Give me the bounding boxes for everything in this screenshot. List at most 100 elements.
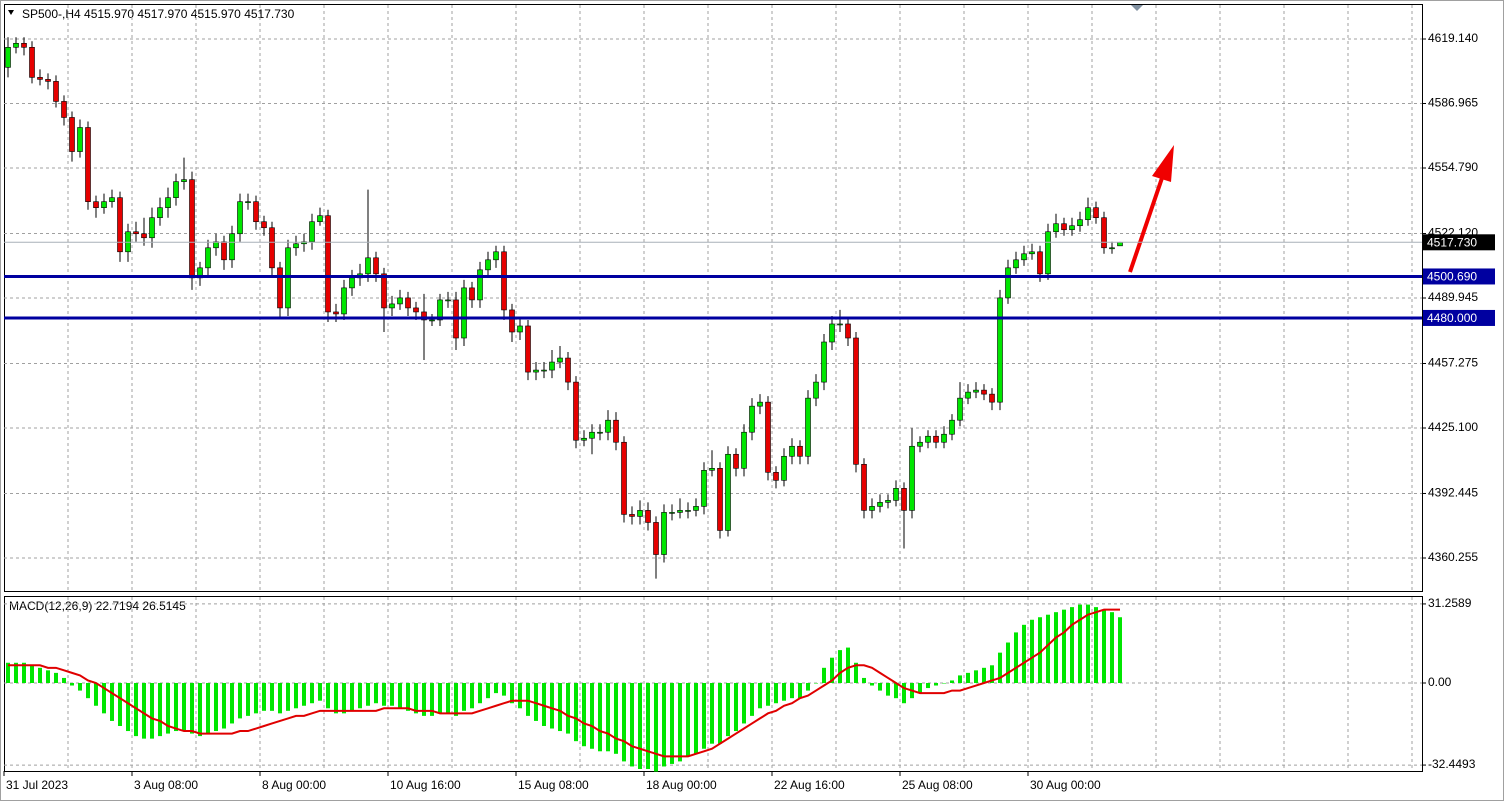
candle-body: [1005, 267, 1011, 299]
candle-body: [685, 510, 691, 512]
candle-body: [637, 510, 643, 517]
candle-body: [189, 179, 195, 279]
macd-bar: [742, 682, 746, 724]
candle-body: [21, 42, 27, 48]
macd-bar: [670, 682, 674, 764]
x-tick-label: 10 Aug 16:00: [390, 778, 461, 792]
candle-body: [269, 227, 275, 269]
candle-body: [629, 514, 635, 517]
candle-body: [669, 512, 675, 514]
candle-body: [405, 297, 411, 309]
candle-body: [693, 506, 699, 511]
candle-body: [341, 287, 347, 315]
candle-body: [549, 361, 555, 371]
macd-bar: [94, 682, 98, 706]
macd-bar: [926, 682, 930, 689]
menu-arrow[interactable]: [8, 10, 14, 15]
candle-body: [981, 389, 987, 395]
macd-bar: [894, 682, 898, 699]
candle-body: [277, 267, 283, 309]
candle-body: [653, 522, 659, 555]
candle-body: [37, 77, 43, 80]
candle-body: [181, 179, 187, 182]
candle-body: [909, 445, 915, 511]
candle-body: [469, 287, 475, 301]
macd-bar: [622, 682, 626, 762]
candle-body: [989, 393, 995, 403]
macd-bar: [798, 682, 802, 699]
macd-bar: [766, 682, 770, 706]
macd-bar: [310, 682, 314, 704]
candle-body: [69, 117, 75, 152]
candle-body: [813, 381, 819, 399]
macd-bar: [214, 682, 218, 732]
candle-body: [541, 369, 547, 372]
candle-body: [733, 453, 739, 469]
macd-bar: [958, 675, 962, 683]
x-tick-label: 25 Aug 08:00: [902, 778, 973, 792]
candle-body: [1093, 207, 1099, 219]
y-tick-label: 4425.100: [1428, 420, 1478, 434]
macd-bar: [150, 682, 154, 739]
candle-body: [805, 397, 811, 457]
macd-bar: [614, 682, 618, 754]
macd-bar: [454, 682, 458, 716]
candle-body: [493, 251, 499, 261]
candle-body: [253, 201, 259, 223]
candle-body: [613, 419, 619, 443]
macd-bar: [678, 682, 682, 762]
candle-body: [1077, 219, 1083, 227]
candle-body: [821, 341, 827, 383]
candle-body: [525, 325, 531, 373]
candle-body: [829, 323, 835, 343]
candle-body: [557, 357, 563, 363]
macd-bar: [886, 682, 890, 696]
candle-body: [1045, 231, 1051, 275]
candle-body: [133, 231, 139, 235]
macd-bar: [382, 682, 386, 706]
candle-body: [997, 297, 1003, 403]
macd-bar: [726, 682, 730, 737]
candle-body: [853, 337, 859, 465]
candle-body: [645, 510, 651, 523]
candle-body: [173, 181, 179, 198]
price-label-box: [1423, 234, 1495, 251]
candle-body: [101, 201, 107, 208]
macd-bar: [286, 682, 290, 711]
candle-body: [397, 297, 403, 305]
macd-bar: [1102, 609, 1106, 683]
macd-bar: [398, 682, 402, 709]
candle-body: [589, 431, 595, 439]
macd-bar: [118, 682, 122, 726]
candle-body: [797, 445, 803, 457]
macd-bar: [510, 682, 514, 704]
macd-bar: [646, 682, 650, 769]
macd-bar: [230, 682, 234, 724]
macd-bar: [822, 667, 826, 683]
macd-bar: [294, 682, 298, 709]
macd-bar: [558, 682, 562, 732]
macd-bar: [446, 682, 450, 714]
macd-bar: [1022, 624, 1026, 683]
x-tick-label: 3 Aug 08:00: [134, 778, 198, 792]
candle-body: [421, 311, 427, 321]
candle-body: [317, 215, 323, 223]
candle-body: [861, 463, 867, 511]
macd-bar: [702, 682, 706, 749]
macd-bar: [30, 665, 34, 683]
macd-bar: [950, 680, 954, 683]
overlays: 4500.690 4480.000 4517.730: [4, 145, 1495, 326]
macd-bar: [574, 682, 578, 742]
candle-body: [349, 277, 355, 289]
macd-bar: [686, 682, 690, 757]
macd-bar: [942, 682, 946, 684]
macd-bar: [110, 682, 114, 721]
candle-body: [237, 201, 243, 235]
y-tick-label: 4619.140: [1428, 31, 1478, 45]
candle-body: [165, 197, 171, 208]
candle-body: [885, 500, 891, 503]
candle-body: [709, 468, 715, 471]
candle-body: [597, 431, 603, 434]
macd-bar: [814, 682, 818, 684]
